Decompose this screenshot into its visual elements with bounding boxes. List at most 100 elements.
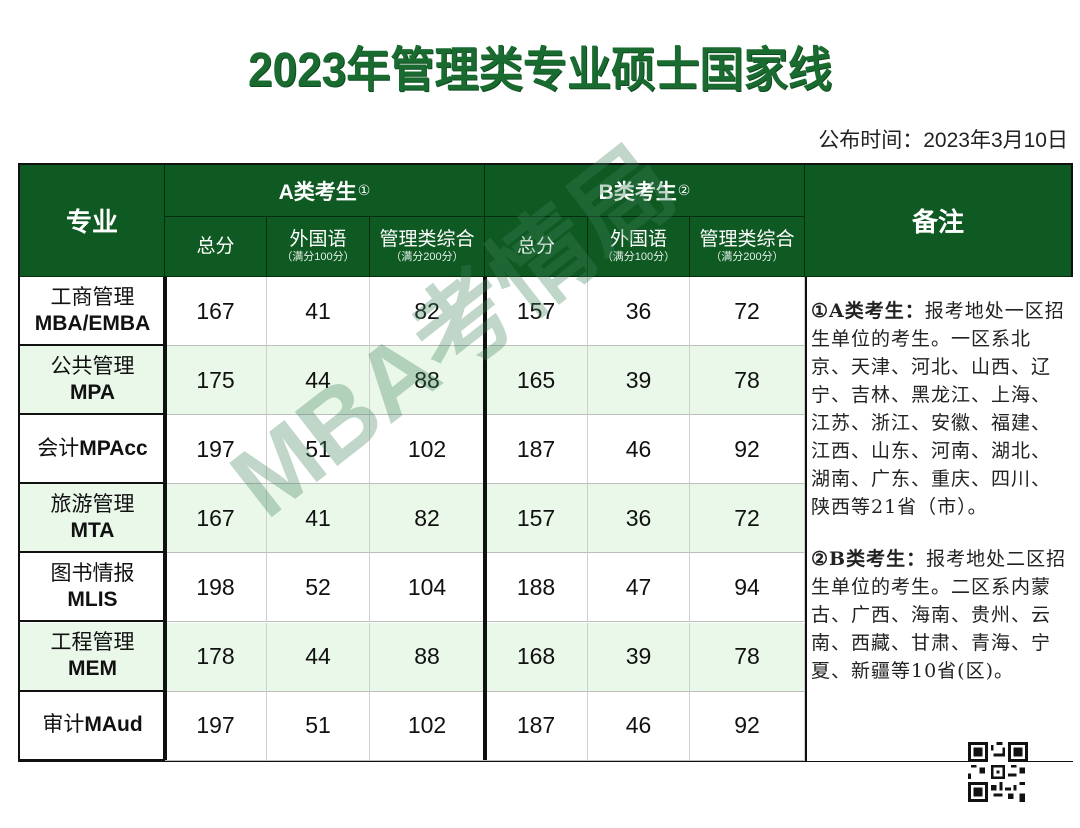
- header-a-total: 总分: [165, 217, 267, 277]
- score-a-mgmt: 82: [370, 277, 485, 347]
- sub-label: 总分: [196, 235, 235, 257]
- major-en: MEM: [68, 657, 117, 681]
- score-b-total: 157: [485, 484, 588, 554]
- score-a-foreign: 51: [267, 415, 370, 485]
- score-a-total: 175: [165, 346, 267, 416]
- score-b-foreign: 39: [588, 346, 690, 416]
- header-a-foreign: 外国语 （满分100分）: [267, 217, 370, 277]
- major-en: MPAcc: [79, 436, 148, 460]
- score-b-total: 157: [485, 277, 588, 347]
- score-a-total: 198: [165, 553, 267, 623]
- score-b-mgmt: 72: [690, 277, 805, 347]
- note-a: ①A类考生：报考地处一区招生单位的考生。一区系北京、天津、河北、山西、辽宁、吉林…: [811, 297, 1069, 521]
- publish-label: 公布时间：: [818, 129, 924, 152]
- major-cell: 旅游管理 MTA: [20, 484, 165, 554]
- note-b-text: 报考地处二区招生单位的考生。二区系内蒙古、广西、海南、贵州、云南、西藏、甘肃、青…: [811, 548, 1067, 682]
- score-b-mgmt: 78: [690, 346, 805, 416]
- header-b-mgmt: 管理类综合 （满分200分）: [690, 217, 805, 277]
- major-cell: 图书情报 MLIS: [20, 553, 165, 623]
- sub-label: 管理类综合: [699, 229, 795, 250]
- score-b-total: 165: [485, 346, 588, 416]
- score-a-mgmt: 102: [370, 691, 485, 761]
- qr-code-icon: [968, 742, 1028, 802]
- header-a-mgmt: 管理类综合 （满分200分）: [370, 217, 485, 277]
- sub-note: （满分100分）: [601, 251, 676, 263]
- header-group-b: B类考生 ②: [485, 165, 805, 217]
- score-a-foreign: 52: [267, 553, 370, 623]
- major-en: MAud: [84, 713, 143, 737]
- header-group-a: A类考生 ①: [165, 165, 485, 217]
- score-a-mgmt: 88: [370, 622, 485, 692]
- score-b-mgmt: 72: [690, 484, 805, 554]
- header-notes: 备注: [805, 165, 1071, 277]
- score-a-foreign: 44: [267, 346, 370, 416]
- sub-label: 总分: [516, 235, 555, 257]
- score-b-foreign: 46: [588, 415, 690, 485]
- note-b-head: ②B类考生：: [811, 548, 927, 570]
- score-b-total: 187: [485, 691, 588, 761]
- column-divider: [483, 277, 487, 760]
- major-cn: 图书情报: [50, 561, 135, 585]
- score-a-total: 167: [165, 277, 267, 347]
- notes-panel: ①A类考生：报考地处一区招生单位的考生。一区系北京、天津、河北、山西、辽宁、吉林…: [805, 277, 1073, 761]
- major-cn: 工商管理: [50, 285, 135, 309]
- group-b-label: B类考生: [598, 180, 677, 204]
- score-a-foreign: 44: [267, 622, 370, 692]
- note-b: ②B类考生：报考地处二区招生单位的考生。二区系内蒙古、广西、海南、贵州、云南、西…: [811, 545, 1069, 685]
- major-cn: 公共管理: [50, 354, 135, 378]
- major-en: MPA: [69, 380, 116, 404]
- sub-label: 外国语: [289, 229, 347, 250]
- score-b-mgmt: 92: [690, 691, 805, 761]
- score-b-total: 168: [485, 622, 588, 692]
- score-b-foreign: 36: [588, 484, 690, 554]
- header-b-foreign: 外国语 （满分100分）: [588, 217, 690, 277]
- publish-date-value: 2023年3月10日: [923, 129, 1068, 152]
- publish-date: 公布时间：2023年3月10日: [818, 124, 1068, 154]
- major-en: MTA: [70, 518, 115, 542]
- score-a-mgmt: 104: [370, 553, 485, 623]
- score-a-total: 197: [165, 415, 267, 485]
- score-a-mgmt: 88: [370, 346, 485, 416]
- score-a-total: 178: [165, 622, 267, 692]
- sub-note: （满分200分）: [390, 251, 464, 263]
- score-a-total: 167: [165, 484, 267, 554]
- major-cn: 审计: [42, 713, 85, 737]
- sub-note: （满分200分）: [710, 251, 784, 263]
- note-a-text: 报考地处一区招生单位的考生。一区系北京、天津、河北、山西、辽宁、吉林、黑龙江、上…: [811, 300, 1065, 518]
- major-cell: 工商管理 MBA/EMBA: [20, 277, 165, 347]
- score-b-mgmt: 92: [690, 415, 805, 485]
- score-a-foreign: 41: [267, 277, 370, 347]
- major-cn: 工程管理: [50, 631, 135, 655]
- score-b-total: 187: [485, 415, 588, 485]
- major-cn: 旅游管理: [50, 492, 135, 516]
- score-table: 专业 A类考生 ① B类考生 ② 备注 总分 外国语 （满分100分） 管理类综合 （满…: [18, 163, 1073, 762]
- score-a-mgmt: 82: [370, 484, 485, 554]
- score-b-total: 188: [485, 553, 588, 623]
- group-a-label: A类考生: [278, 180, 357, 204]
- header-b-total: 总分: [485, 217, 588, 277]
- sub-label: 外国语: [609, 229, 667, 250]
- sub-label: 管理类综合: [379, 229, 475, 250]
- major-cn: 会计: [37, 436, 80, 460]
- score-a-total: 197: [165, 691, 267, 761]
- group-a-mark: ①: [357, 182, 371, 198]
- note-a-head: ①A类考生：: [811, 300, 925, 322]
- score-b-foreign: 46: [588, 691, 690, 761]
- score-b-mgmt: 78: [690, 622, 805, 692]
- score-b-foreign: 36: [588, 277, 690, 347]
- score-a-mgmt: 102: [370, 415, 485, 485]
- score-a-foreign: 41: [267, 484, 370, 554]
- score-b-mgmt: 94: [690, 553, 805, 623]
- group-b-mark: ②: [677, 182, 691, 198]
- score-b-foreign: 47: [588, 553, 690, 623]
- score-b-foreign: 39: [588, 622, 690, 692]
- column-divider: [163, 277, 167, 760]
- major-en: MLIS: [67, 587, 118, 611]
- page-title: 2023年管理类专业硕士国家线: [247, 44, 832, 97]
- sub-note: （满分100分）: [281, 251, 355, 263]
- major-cell: 工程管理 MEM: [20, 622, 165, 692]
- major-cell: 审计 MAud: [20, 691, 165, 761]
- major-en: MBA/EMBA: [34, 311, 151, 335]
- header-major: 专业: [20, 165, 165, 277]
- major-cell: 公共管理 MPA: [20, 346, 165, 416]
